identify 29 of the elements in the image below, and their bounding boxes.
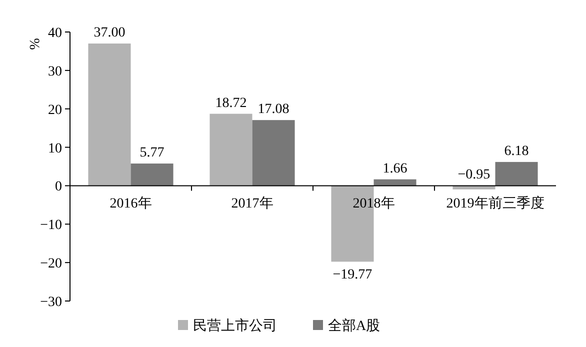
data-label: 5.77 xyxy=(140,146,164,161)
data-label: −19.77 xyxy=(332,268,372,283)
y-tick-label: −30 xyxy=(40,295,62,310)
y-tick-label: 10 xyxy=(48,141,62,156)
y-tick-label: 20 xyxy=(48,102,62,118)
x-tick-label: 2017年 xyxy=(231,196,274,212)
data-label: 37.00 xyxy=(94,26,126,41)
data-label: 6.18 xyxy=(504,144,529,159)
legend-label: 民营上市公司 xyxy=(193,318,277,334)
x-tick-label: 2019年前三季度 xyxy=(446,196,544,212)
bar xyxy=(88,44,131,186)
x-tick-label: 2016年 xyxy=(110,196,152,212)
y-tick-label: 40 xyxy=(48,26,62,41)
y-tick-label: 30 xyxy=(48,64,62,80)
data-label: 1.66 xyxy=(382,161,408,176)
legend-label: 全部A股 xyxy=(328,318,380,334)
bar xyxy=(452,186,496,190)
y-axis-title: % xyxy=(26,38,41,50)
bar xyxy=(252,120,295,186)
x-tick-label: 2018年 xyxy=(352,196,395,212)
data-label: 17.08 xyxy=(258,102,290,118)
y-tick-label: −10 xyxy=(40,218,62,234)
bar xyxy=(130,164,174,186)
bar xyxy=(210,114,252,186)
y-tick-label: −20 xyxy=(40,256,62,272)
y-tick-label: 0 xyxy=(55,180,62,195)
bar xyxy=(495,162,538,186)
data-label: 18.72 xyxy=(215,96,247,111)
data-label: −0.95 xyxy=(458,168,490,183)
